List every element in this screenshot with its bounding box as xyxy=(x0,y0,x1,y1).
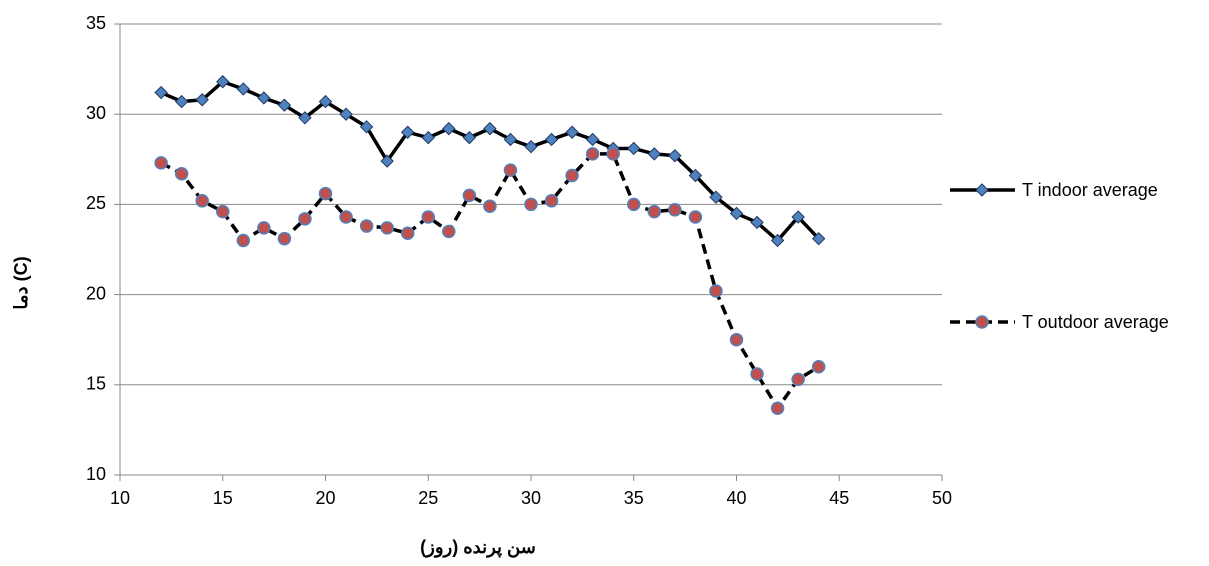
y-tick-label: 25 xyxy=(86,193,106,213)
legend-label: T outdoor average xyxy=(1022,312,1169,332)
circle-marker xyxy=(565,168,579,183)
diamond-marker xyxy=(975,183,989,197)
diamond-marker xyxy=(257,91,271,105)
diamond-marker xyxy=(195,93,209,107)
y-tick-label: 20 xyxy=(86,283,106,303)
diamond-marker xyxy=(216,75,230,89)
circle-marker xyxy=(442,224,456,239)
circle-marker xyxy=(975,315,989,329)
x-tick-label: 20 xyxy=(315,488,335,508)
circle-marker xyxy=(195,194,209,208)
circle-marker xyxy=(709,284,723,298)
diamond-marker xyxy=(709,190,723,204)
diamond-marker xyxy=(400,125,415,139)
diamond-marker xyxy=(647,147,662,161)
x-tick-label: 50 xyxy=(932,488,952,508)
diamond-marker xyxy=(318,94,333,109)
x-tick-label: 10 xyxy=(110,488,130,508)
circle-marker xyxy=(421,210,435,224)
x-axis-label: سن پرنده (روز) xyxy=(420,537,536,558)
series-line xyxy=(160,152,820,412)
diamond-marker xyxy=(729,206,744,221)
circle-marker xyxy=(627,197,641,212)
y-axis-label: دما (C) xyxy=(11,256,31,309)
legend-entry: T outdoor average xyxy=(1022,309,1172,335)
y-tick-label: 10 xyxy=(86,464,106,484)
circle-marker xyxy=(359,219,374,233)
diamond-marker xyxy=(770,233,785,248)
circle-marker xyxy=(791,372,805,387)
circle-marker xyxy=(400,226,415,241)
circle-marker xyxy=(503,163,518,177)
diamond-marker xyxy=(565,125,579,139)
circle-marker xyxy=(483,199,497,213)
circle-marker xyxy=(668,203,682,217)
circle-marker xyxy=(462,188,477,203)
diamond-marker xyxy=(277,98,292,112)
circle-marker xyxy=(811,360,826,374)
circle-marker xyxy=(380,221,394,235)
diamond-marker xyxy=(544,132,559,147)
diamond-marker xyxy=(359,120,374,134)
circle-marker xyxy=(216,204,230,219)
circle-marker xyxy=(606,147,620,161)
circle-marker xyxy=(524,197,538,212)
diamond-marker xyxy=(750,215,764,230)
diamond-marker xyxy=(524,139,538,154)
y-tick-label: 35 xyxy=(86,13,106,33)
diamond-marker xyxy=(503,132,518,147)
circle-marker xyxy=(339,210,353,224)
circle-marker xyxy=(318,186,333,201)
diamond-marker xyxy=(668,148,682,163)
circle-marker xyxy=(585,147,600,161)
legend-label: T indoor average xyxy=(1022,180,1158,200)
diamond-marker xyxy=(298,111,312,125)
circle-marker xyxy=(236,233,251,248)
diamond-marker xyxy=(442,121,456,136)
circle-marker xyxy=(688,210,703,224)
legend-entry: T indoor average xyxy=(1022,177,1172,203)
x-tick-label: 35 xyxy=(624,488,644,508)
x-tick-label: 30 xyxy=(521,488,541,508)
circle-marker xyxy=(154,156,168,170)
circle-marker xyxy=(750,367,764,381)
circle-marker xyxy=(298,212,312,226)
diamond-marker xyxy=(791,210,805,224)
diamond-marker xyxy=(174,94,189,109)
circle-marker xyxy=(770,401,785,416)
diamond-marker xyxy=(627,141,641,156)
diamond-marker xyxy=(236,82,251,96)
diamond-marker xyxy=(339,107,353,121)
diamond-marker xyxy=(483,121,497,136)
y-tick-label: 30 xyxy=(86,103,106,123)
diamond-marker xyxy=(811,231,826,246)
diamond-marker xyxy=(462,130,477,145)
circle-marker xyxy=(174,166,189,181)
x-tick-label: 40 xyxy=(726,488,746,508)
diamond-marker xyxy=(585,132,600,147)
y-tick-label: 15 xyxy=(86,374,106,394)
x-tick-label: 15 xyxy=(213,488,233,508)
diamond-marker xyxy=(154,85,168,100)
circle-marker xyxy=(544,194,559,208)
diamond-marker xyxy=(688,168,703,183)
diamond-marker xyxy=(380,154,394,168)
circle-marker xyxy=(257,221,271,235)
x-tick-label: 25 xyxy=(418,488,438,508)
diamond-marker xyxy=(421,130,435,145)
circle-marker xyxy=(729,332,744,347)
x-tick-label: 45 xyxy=(829,488,849,508)
circle-marker xyxy=(647,204,662,219)
series-line xyxy=(160,79,820,243)
circle-marker xyxy=(277,231,292,246)
